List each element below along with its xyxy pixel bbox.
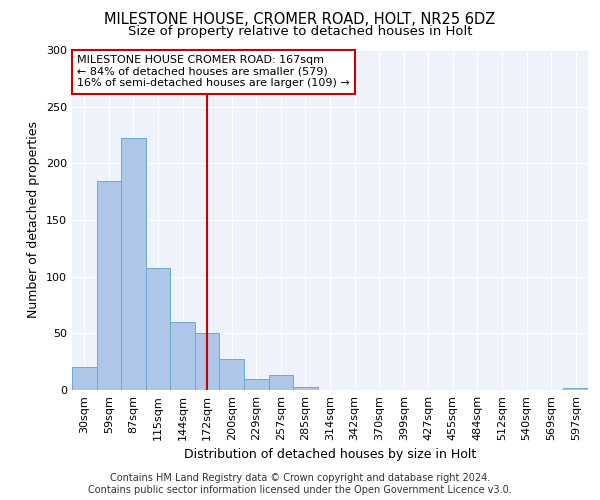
Bar bbox=[220, 360, 244, 390]
Bar bbox=[195, 334, 220, 390]
X-axis label: Distribution of detached houses by size in Holt: Distribution of detached houses by size … bbox=[184, 448, 476, 462]
Bar bbox=[97, 182, 121, 390]
Bar bbox=[244, 378, 269, 390]
Text: MILESTONE HOUSE, CROMER ROAD, HOLT, NR25 6DZ: MILESTONE HOUSE, CROMER ROAD, HOLT, NR25… bbox=[104, 12, 496, 28]
Text: MILESTONE HOUSE CROMER ROAD: 167sqm
← 84% of detached houses are smaller (579)
1: MILESTONE HOUSE CROMER ROAD: 167sqm ← 84… bbox=[77, 55, 350, 88]
Bar bbox=[121, 138, 146, 390]
Bar bbox=[170, 322, 195, 390]
Bar bbox=[269, 376, 293, 390]
Bar bbox=[563, 388, 588, 390]
Bar bbox=[293, 386, 318, 390]
Bar bbox=[72, 368, 97, 390]
Text: Size of property relative to detached houses in Holt: Size of property relative to detached ho… bbox=[128, 25, 472, 38]
Y-axis label: Number of detached properties: Number of detached properties bbox=[28, 122, 40, 318]
Text: Contains HM Land Registry data © Crown copyright and database right 2024.
Contai: Contains HM Land Registry data © Crown c… bbox=[88, 474, 512, 495]
Bar bbox=[146, 268, 170, 390]
